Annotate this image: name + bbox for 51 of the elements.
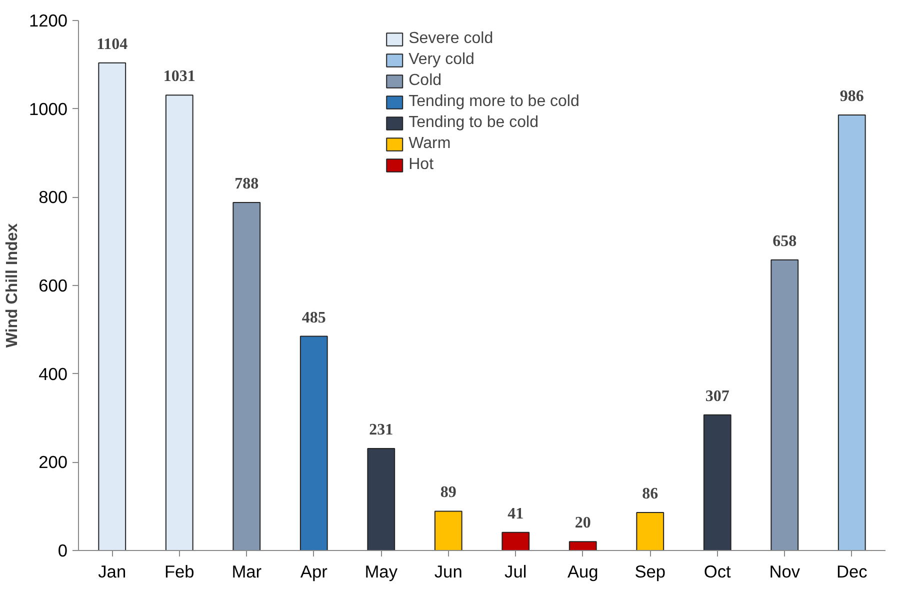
x-tick-label: Sep: [634, 562, 666, 582]
bar: [838, 114, 866, 550]
bar: [703, 414, 732, 550]
x-tick-label: Mar: [232, 562, 262, 582]
bar: [367, 448, 396, 550]
data-label: 20: [574, 514, 591, 532]
bar: [434, 510, 462, 550]
x-tick-label: Apr: [300, 562, 328, 582]
data-label: 1104: [96, 36, 128, 53]
data-label: 986: [840, 88, 864, 106]
y-tick-label: 800: [38, 187, 68, 208]
x-tick-label: Oct: [704, 562, 732, 582]
x-tick-label: May: [364, 562, 398, 582]
y-tick-label: 600: [38, 276, 68, 296]
bar: [165, 94, 194, 550]
data-label: 1031: [163, 68, 196, 86]
legend-label: Tending more to be cold: [408, 93, 580, 111]
bar: [568, 541, 597, 550]
bar: [232, 202, 261, 550]
y-tick-label: 200: [38, 452, 68, 472]
y-tick-label: 1000: [28, 98, 68, 119]
bar: [300, 336, 328, 550]
legend-label: Severe cold: [408, 30, 494, 48]
data-label: 307: [705, 388, 730, 405]
y-tick-label: 400: [38, 364, 68, 384]
legend-label: Hot: [408, 156, 434, 174]
x-tick-label: Nov: [769, 562, 800, 582]
bar: [98, 62, 126, 550]
data-label: 86: [642, 486, 658, 503]
data-label: 658: [772, 232, 797, 250]
bar: [770, 259, 799, 550]
data-label: 89: [440, 484, 456, 502]
bar: [636, 512, 664, 550]
x-tick-label: Jan: [98, 562, 126, 582]
x-tick-label: Jun: [434, 562, 462, 582]
legend-label: Very cold: [408, 51, 474, 69]
data-label: 788: [234, 175, 259, 192]
data-label: 485: [302, 309, 326, 326]
legend-label: Cold: [408, 72, 442, 90]
data-label: 41: [508, 505, 524, 522]
x-tick-label: Jul: [504, 562, 527, 582]
y-tick-label: 0: [58, 540, 68, 560]
legend-label: Tending to be cold: [408, 114, 538, 132]
x-tick-label: Dec: [836, 562, 868, 582]
bar: [502, 532, 530, 550]
y-axis-title: Wind Chill Index: [4, 223, 21, 348]
legend-label: Warm: [408, 135, 451, 153]
x-tick-label: Feb: [164, 562, 194, 582]
data-label: 231: [369, 421, 394, 438]
y-tick-label: 1200: [28, 10, 68, 30]
x-tick-label: Aug: [567, 562, 598, 582]
